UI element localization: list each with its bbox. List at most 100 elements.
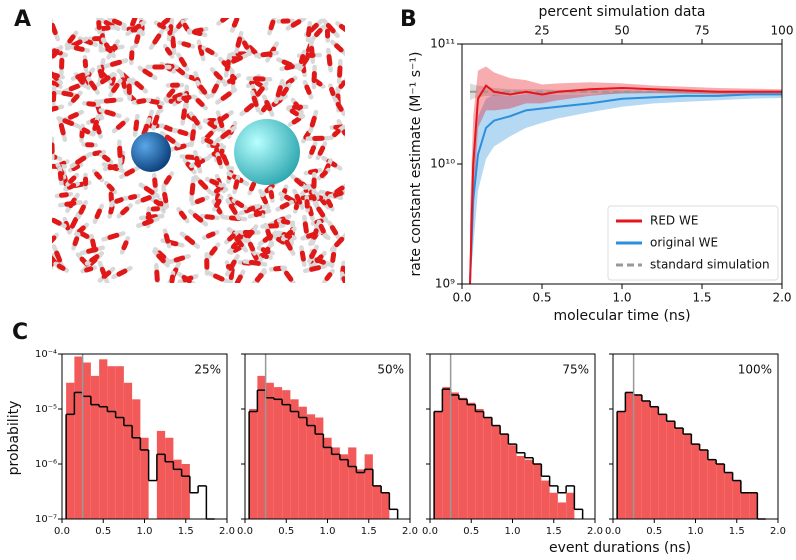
panel-title: 25% — [194, 363, 221, 377]
o-atom — [106, 183, 115, 192]
o-atom — [299, 250, 306, 262]
o-atom — [217, 116, 225, 129]
o-atom — [99, 75, 111, 85]
o-atom — [273, 265, 283, 272]
o-atom — [103, 97, 117, 104]
hist-bar — [298, 406, 307, 519]
hist-bar — [273, 387, 283, 519]
o-atom — [231, 18, 240, 28]
o-atom — [120, 77, 127, 89]
o-atom — [75, 72, 86, 80]
o-atom — [284, 64, 295, 71]
o-atom — [52, 217, 62, 226]
o-atom — [52, 235, 57, 244]
hist-bar — [74, 356, 83, 519]
hist-bar — [707, 459, 717, 519]
o-atom — [198, 84, 208, 95]
o-atom — [130, 23, 142, 33]
o-atom — [97, 68, 105, 79]
hist-bar — [381, 492, 390, 519]
o-atom — [52, 80, 60, 88]
o-atom — [57, 170, 64, 182]
o-atom — [92, 150, 102, 157]
o-atom — [128, 194, 138, 201]
o-atom — [334, 185, 345, 195]
o-atom — [198, 179, 209, 190]
x-tick-label: 1.5 — [546, 526, 562, 537]
o-atom — [204, 137, 214, 145]
y-tick-label: 10⁻⁶ — [35, 459, 57, 470]
o-atom — [143, 185, 155, 195]
o-atom — [177, 129, 189, 137]
x-tick-label: 0.0 — [422, 526, 438, 537]
o-atom — [289, 108, 299, 117]
o-atom — [134, 80, 144, 90]
o-atom — [284, 229, 294, 239]
o-atom — [308, 22, 319, 33]
o-atom — [205, 47, 215, 56]
o-atom — [86, 246, 99, 254]
o-atom — [172, 92, 183, 100]
o-atom — [207, 121, 218, 130]
o-atom — [268, 190, 275, 200]
o-atom — [73, 45, 85, 52]
o-atom — [163, 233, 171, 244]
o-atom — [298, 54, 306, 65]
hist-bar — [282, 390, 291, 519]
water-molecules — [52, 18, 345, 283]
o-atom — [205, 231, 216, 239]
x-tick-label: 2.0 — [770, 526, 786, 537]
o-atom — [156, 253, 166, 264]
hist-bar — [249, 409, 258, 519]
o-atom — [181, 94, 192, 101]
o-atom — [204, 214, 215, 220]
hist-bar — [66, 382, 75, 519]
o-atom — [195, 98, 205, 108]
x-tick-label: 2.0 — [219, 526, 235, 537]
o-atom — [111, 18, 123, 26]
hist-bar — [508, 445, 517, 519]
o-atom — [104, 42, 113, 54]
hist-bar — [740, 492, 750, 519]
x-tick-label: 1.0 — [612, 291, 631, 305]
hist-bar — [491, 425, 501, 519]
o-atom — [56, 263, 66, 271]
legend-box — [607, 205, 779, 281]
hist-bar — [90, 375, 100, 519]
hist-bar — [732, 480, 741, 519]
o-atom — [133, 119, 140, 132]
x-tick-label: 0.0 — [452, 291, 471, 305]
hist-bar — [290, 399, 299, 519]
o-atom — [275, 85, 283, 98]
o-atom — [153, 199, 164, 208]
o-atom — [192, 213, 204, 223]
hist-bar — [306, 414, 316, 519]
hist-bar — [450, 392, 459, 519]
o-atom — [58, 192, 69, 198]
o-atom — [71, 164, 81, 171]
x-tick-label: 0.0 — [54, 526, 70, 537]
o-atom — [81, 127, 91, 135]
o-atom — [214, 198, 222, 208]
o-atom — [69, 216, 79, 229]
o-atom — [235, 200, 245, 208]
x2-axis-label: percent simulation data — [538, 4, 705, 20]
hist-bar — [617, 411, 626, 519]
hist-bar — [641, 400, 651, 519]
o-atom — [235, 36, 243, 48]
o-atom — [306, 26, 312, 38]
hist-bar — [107, 366, 116, 519]
x-tick-label: 0.0 — [237, 526, 253, 537]
o-atom — [251, 95, 259, 107]
o-atom — [79, 231, 90, 239]
panel-label: C — [12, 320, 28, 345]
x-tick-label: 1.5 — [692, 291, 711, 305]
o-atom — [244, 205, 256, 214]
o-atom — [300, 55, 310, 67]
o-atom — [161, 18, 171, 26]
o-atom — [54, 250, 63, 263]
hist-bar — [699, 449, 708, 519]
o-atom — [332, 128, 341, 138]
hist-bar — [132, 399, 141, 519]
